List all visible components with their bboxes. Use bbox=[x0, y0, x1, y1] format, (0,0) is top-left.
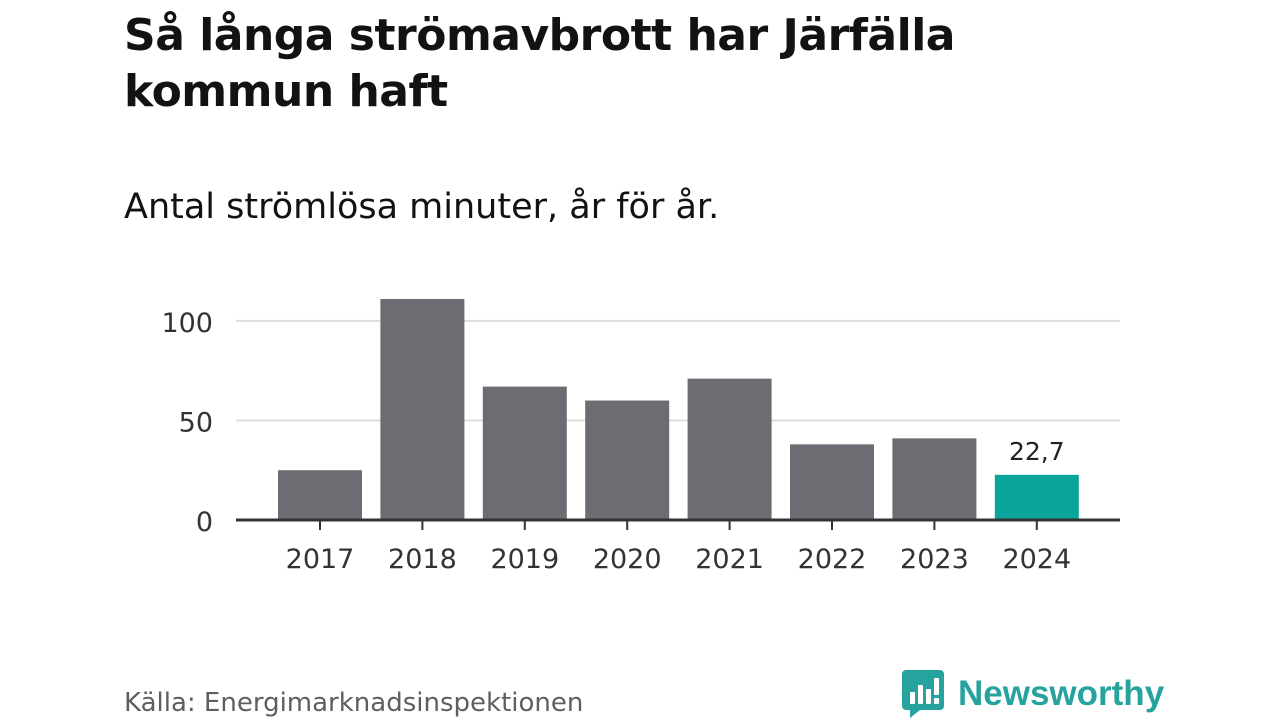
bar-2017 bbox=[278, 470, 362, 520]
x-tick-label: 2022 bbox=[798, 544, 867, 575]
y-tick-label: 50 bbox=[179, 407, 213, 438]
bar-2024 bbox=[994, 474, 1079, 520]
x-tick-label: 2024 bbox=[1002, 544, 1071, 575]
y-tick-label: 0 bbox=[196, 507, 213, 538]
chart-title: Så långa strömavbrott har Järfälla kommu… bbox=[124, 10, 955, 117]
bar-2021 bbox=[687, 378, 772, 520]
newsworthy-logo-icon bbox=[902, 670, 944, 718]
newsworthy-brand[interactable]: Newsworthy bbox=[902, 670, 1164, 718]
x-tick-label: 2023 bbox=[900, 544, 969, 575]
bar-2020 bbox=[585, 400, 670, 520]
chart-subtitle: Antal strömlösa minuter, år för år. bbox=[124, 187, 720, 227]
bar-2018 bbox=[380, 299, 465, 520]
brand-name: Newsworthy bbox=[958, 674, 1165, 713]
x-tick-label: 2017 bbox=[286, 544, 355, 575]
y-tick-label: 100 bbox=[161, 308, 213, 339]
x-tick-label: 2020 bbox=[593, 544, 662, 575]
x-tick-label: 2019 bbox=[490, 544, 559, 575]
x-tick-label: 2021 bbox=[695, 544, 764, 575]
bar-2022 bbox=[790, 444, 874, 520]
x-tick-label: 2018 bbox=[388, 544, 457, 575]
bar-2023 bbox=[892, 438, 977, 520]
bar-2019 bbox=[482, 386, 567, 520]
source-note: Källa: Energimarknadsinspektionen bbox=[124, 688, 584, 718]
data-label: 22,7 bbox=[1009, 437, 1065, 466]
